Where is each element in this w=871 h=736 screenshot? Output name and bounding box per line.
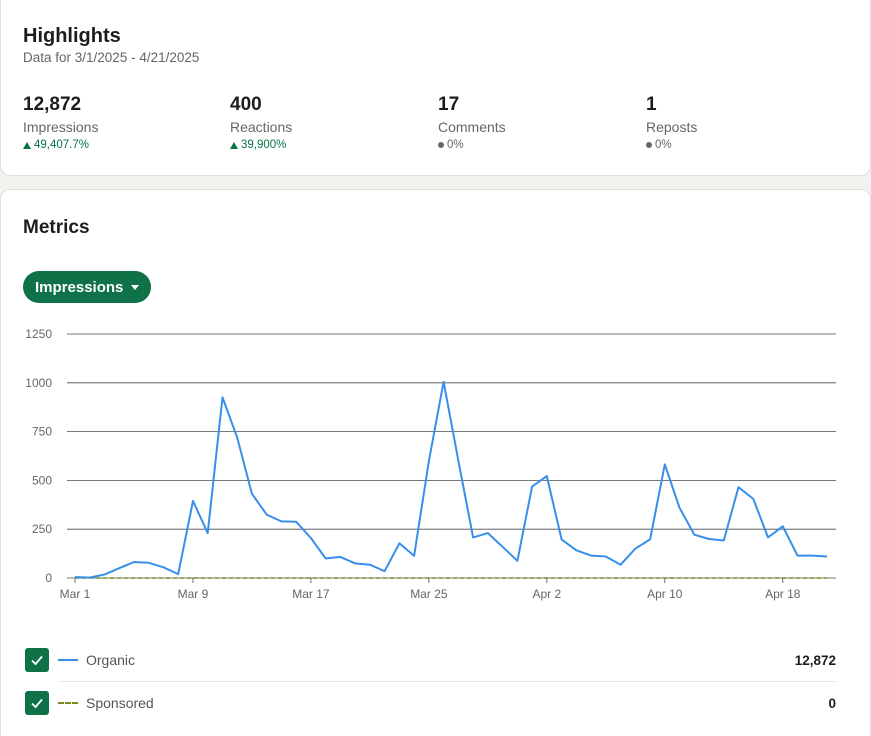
metric-dropdown-button[interactable]: Impressions <box>23 271 152 303</box>
x-tick-label: Mar 17 <box>292 587 330 601</box>
y-tick-label: 1250 <box>25 327 52 341</box>
dot-icon <box>646 142 652 148</box>
x-tick-label: Apr 2 <box>532 587 561 601</box>
organic-checkbox[interactable] <box>25 648 49 672</box>
highlights-title: Highlights <box>23 25 121 47</box>
dot-icon <box>438 142 444 148</box>
y-tick-label: 500 <box>32 473 52 487</box>
checkmark-icon <box>31 655 43 666</box>
x-tick-label: Apr 10 <box>647 587 683 601</box>
stat-change-value: 0% <box>655 139 672 151</box>
triangle-up-icon <box>23 141 31 149</box>
stat-label: Impressions <box>23 119 99 135</box>
legend-divider <box>58 681 836 682</box>
organic-series-line <box>74 380 828 579</box>
metrics-card: Metrics Impressions 0 250 500 750 1000 1250 Ma… <box>0 189 871 736</box>
stat-reactions: 400 Reactions 39,900% <box>230 94 292 152</box>
stat-label: Reactions <box>230 119 293 135</box>
sponsored-checkbox[interactable] <box>25 691 49 715</box>
organic-line-swatch <box>58 659 78 661</box>
metrics-title: Metrics <box>23 217 90 238</box>
impressions-line-chart: 0 250 500 750 1000 1250 Mar 1 Mar 9 Mar 17 Mar 25… <box>25 327 836 601</box>
caret-down-icon <box>131 284 140 290</box>
stat-change: 0% <box>646 138 697 152</box>
sponsored-line-swatch <box>58 702 78 704</box>
stat-comments: 17 Comments 0% <box>438 94 506 152</box>
stat-value: 17 <box>438 94 460 115</box>
stat-change-value: 49,407.7% <box>34 139 89 151</box>
legend-total: 0 <box>828 695 836 711</box>
stat-label: Comments <box>438 119 506 135</box>
legend-label: Organic <box>86 652 136 668</box>
y-tick-label: 0 <box>45 571 52 585</box>
x-tick-label: Mar 1 <box>60 587 91 601</box>
stat-change: 49,407.7% <box>23 138 98 152</box>
stat-change: 39,900% <box>230 138 292 152</box>
stat-label: Reposts <box>646 119 698 135</box>
x-tick-label: Mar 9 <box>178 587 209 601</box>
stat-value: 1 <box>646 94 657 115</box>
checkmark-icon <box>31 698 43 709</box>
legend-total: 12,872 <box>794 652 836 668</box>
stat-impressions: 12,872 Impressions 49,407.7% <box>23 94 98 152</box>
stat-change-value: 39,900% <box>241 139 287 151</box>
highlights-card: Highlights Data for 3/1/2025 - 4/21/2025… <box>0 0 871 176</box>
x-tick-label: Apr 18 <box>765 587 801 601</box>
date-range-subtitle: Data for 3/1/2025 - 4/21/2025 <box>23 50 200 65</box>
stat-value: 12,872 <box>23 94 82 115</box>
dropdown-label: Impressions <box>35 278 124 296</box>
stat-change: 0% <box>438 138 506 152</box>
x-tick-label: Mar 25 <box>410 587 448 601</box>
y-tick-label: 250 <box>32 522 52 536</box>
legend-row-organic: Organic 12,872 <box>25 647 836 673</box>
stat-change-value: 0% <box>447 139 464 151</box>
triangle-up-icon <box>230 141 238 149</box>
legend-row-sponsored: Sponsored 0 <box>25 690 836 716</box>
stat-value: 400 <box>230 94 262 115</box>
legend-label: Sponsored <box>86 695 154 711</box>
y-tick-label: 750 <box>32 425 52 439</box>
stat-reposts: 1 Reposts 0% <box>646 94 697 152</box>
y-tick-label: 1000 <box>25 376 52 390</box>
